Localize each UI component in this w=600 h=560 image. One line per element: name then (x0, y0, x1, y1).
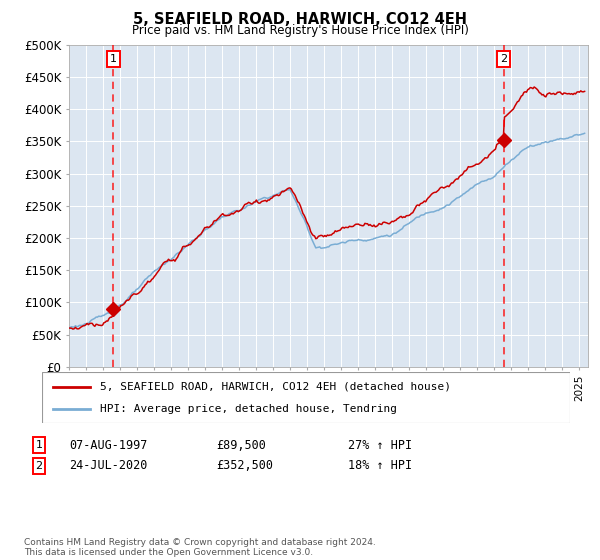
Text: £352,500: £352,500 (216, 459, 273, 473)
Text: 5, SEAFIELD ROAD, HARWICH, CO12 4EH (detached house): 5, SEAFIELD ROAD, HARWICH, CO12 4EH (det… (100, 381, 451, 391)
Text: £89,500: £89,500 (216, 438, 266, 452)
Text: 5, SEAFIELD ROAD, HARWICH, CO12 4EH: 5, SEAFIELD ROAD, HARWICH, CO12 4EH (133, 12, 467, 27)
Text: HPI: Average price, detached house, Tendring: HPI: Average price, detached house, Tend… (100, 404, 397, 414)
Text: 24-JUL-2020: 24-JUL-2020 (69, 459, 148, 473)
Text: 27% ↑ HPI: 27% ↑ HPI (348, 438, 412, 452)
Text: 2: 2 (35, 461, 43, 471)
Text: 18% ↑ HPI: 18% ↑ HPI (348, 459, 412, 473)
Text: 2: 2 (500, 54, 508, 64)
FancyBboxPatch shape (42, 372, 570, 423)
Text: Contains HM Land Registry data © Crown copyright and database right 2024.
This d: Contains HM Land Registry data © Crown c… (24, 538, 376, 557)
Text: 07-AUG-1997: 07-AUG-1997 (69, 438, 148, 452)
Text: 1: 1 (35, 440, 43, 450)
Text: 1: 1 (110, 54, 117, 64)
Text: Price paid vs. HM Land Registry's House Price Index (HPI): Price paid vs. HM Land Registry's House … (131, 24, 469, 37)
